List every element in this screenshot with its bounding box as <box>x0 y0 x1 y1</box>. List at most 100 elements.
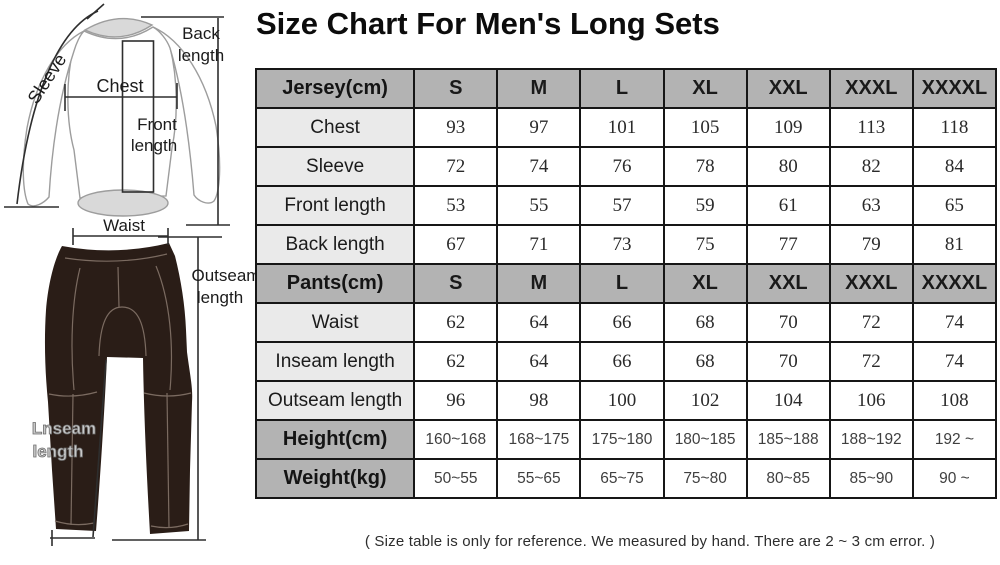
pants-left-cuff-seam <box>54 520 95 526</box>
value-cell: 104 <box>745 380 831 421</box>
row-label-cell: Inseam length <box>254 341 416 382</box>
size-column-header: XL <box>662 263 748 304</box>
value-cell: 74 <box>496 146 582 187</box>
front-length-measure-box <box>121 40 155 193</box>
size-header-row: Pants(cm) S M L XL XXL XXXL XXXXL <box>254 263 998 304</box>
outseam-label-line1: Outseam <box>192 266 261 285</box>
fit-range-row: Weight(kg) 50~55 55~65 65~75 75~80 80~85 85~90… <box>254 458 998 499</box>
size-column-header: L <box>579 263 665 304</box>
waist-label: Waist <box>103 216 145 235</box>
value-cell: 101 <box>579 107 665 148</box>
value-cell: 105 <box>662 107 748 148</box>
value-cell: 109 <box>745 107 831 148</box>
apparel-diagram-svg: Sleeve Chest Front length Back length <box>4 3 261 546</box>
value-cell: 106 <box>828 380 914 421</box>
value-cell: 61 <box>745 185 831 226</box>
measurement-row: Back length 67 71 73 75 77 79 81 <box>254 224 998 265</box>
value-cell: 118 <box>911 107 998 148</box>
sleeve-measure-line <box>16 10 99 205</box>
size-header-row: Jersey(cm) S M L XL XXL XXXL XXXXL <box>254 68 998 109</box>
value-cell: 75 <box>662 224 748 265</box>
front-length-label-line2: length <box>131 136 177 155</box>
jersey-right-sleeve <box>152 26 221 204</box>
back-length-label-line2: length <box>178 46 224 65</box>
inseam-measure-line <box>92 359 107 538</box>
pants-right-knee-seam <box>143 392 192 397</box>
pants-diagram: Waist Outseam length Lnseam length <box>31 216 261 546</box>
value-cell: 102 <box>662 380 748 421</box>
value-cell: 62 <box>413 302 499 343</box>
range-value-cell: 90 ~ <box>911 458 998 499</box>
pants-seams <box>48 253 192 529</box>
value-cell: 63 <box>828 185 914 226</box>
row-label-cell: Waist <box>254 302 416 343</box>
footer-note: ( Size table is only for reference. We m… <box>364 533 936 550</box>
value-cell: 64 <box>496 302 582 343</box>
row-label-cell: Weight(kg) <box>254 458 416 499</box>
measurement-row: Front length 53 55 57 59 61 63 65 <box>254 185 998 226</box>
range-value-cell: 75~80 <box>662 458 748 499</box>
range-value-cell: 188~192 <box>828 419 914 460</box>
value-cell: 77 <box>745 224 831 265</box>
value-cell: 80 <box>745 146 831 187</box>
value-cell: 74 <box>911 341 998 382</box>
value-cell: 72 <box>413 146 499 187</box>
row-label-cell: Back length <box>254 224 416 265</box>
value-cell: 66 <box>579 341 665 382</box>
size-column-header: XXXL <box>828 68 914 109</box>
pants-left-thigh-seam <box>71 267 81 391</box>
value-cell: 57 <box>579 185 665 226</box>
value-cell: 66 <box>579 302 665 343</box>
pants-right-cuff-seam <box>150 523 189 529</box>
value-cell: 70 <box>745 302 831 343</box>
range-value-cell: 175~180 <box>579 419 665 460</box>
value-cell: 79 <box>828 224 914 265</box>
value-cell: 108 <box>911 380 998 421</box>
measurement-row: Outseam length 96 98 100 102 104 106 108 <box>254 380 998 421</box>
value-cell: 98 <box>496 380 582 421</box>
range-value-cell: 85~90 <box>828 458 914 499</box>
value-cell: 72 <box>828 302 914 343</box>
range-value-cell: 168~175 <box>496 419 582 460</box>
measurement-row: Inseam length 62 64 66 68 70 72 74 <box>254 341 998 382</box>
value-cell: 82 <box>828 146 914 187</box>
row-label-cell: Jersey(cm) <box>254 68 416 109</box>
value-cell: 65 <box>911 185 998 226</box>
row-label-cell: Pants(cm) <box>254 263 416 304</box>
row-label-cell: Front length <box>254 185 416 226</box>
size-column-header: XL <box>662 68 748 109</box>
range-value-cell: 55~65 <box>496 458 582 499</box>
value-cell: 81 <box>911 224 998 265</box>
size-column-header: XXXXL <box>911 263 998 304</box>
value-cell: 96 <box>413 380 499 421</box>
inseam-label-line1: Lnseam <box>32 419 96 438</box>
pants-right-thigh-seam <box>155 265 173 391</box>
value-cell: 55 <box>496 185 582 226</box>
pants-waistband-seam <box>64 253 168 262</box>
outseam-label-line2: length <box>197 288 243 307</box>
size-column-header: S <box>413 263 499 304</box>
row-label-cell: Sleeve <box>254 146 416 187</box>
pants-pad-seam <box>98 306 147 357</box>
range-value-cell: 50~55 <box>413 458 499 499</box>
size-table-container: Jersey(cm) S M L XL XXL XXXL XXXXL Chest 93 97 101 1… <box>254 68 998 499</box>
pants-left-shin-seam <box>70 393 74 526</box>
jersey-collar <box>83 17 154 38</box>
size-column-header: S <box>413 68 499 109</box>
jersey-measure-lines <box>4 3 230 226</box>
back-length-label-line1: Back <box>182 24 220 43</box>
front-length-label-line1: Front <box>137 115 177 134</box>
range-value-cell: 160~168 <box>413 419 499 460</box>
value-cell: 68 <box>662 341 748 382</box>
chest-label: Chest <box>96 76 143 96</box>
jersey-hem <box>77 189 169 217</box>
row-label-cell: Chest <box>254 107 416 148</box>
row-label-cell: Outseam length <box>254 380 416 421</box>
range-value-cell: 185~188 <box>745 419 831 460</box>
value-cell: 74 <box>911 302 998 343</box>
sleeve-measure-tick-top <box>86 3 105 20</box>
pants-center-seam <box>117 266 120 308</box>
range-value-cell: 65~75 <box>579 458 665 499</box>
value-cell: 71 <box>496 224 582 265</box>
